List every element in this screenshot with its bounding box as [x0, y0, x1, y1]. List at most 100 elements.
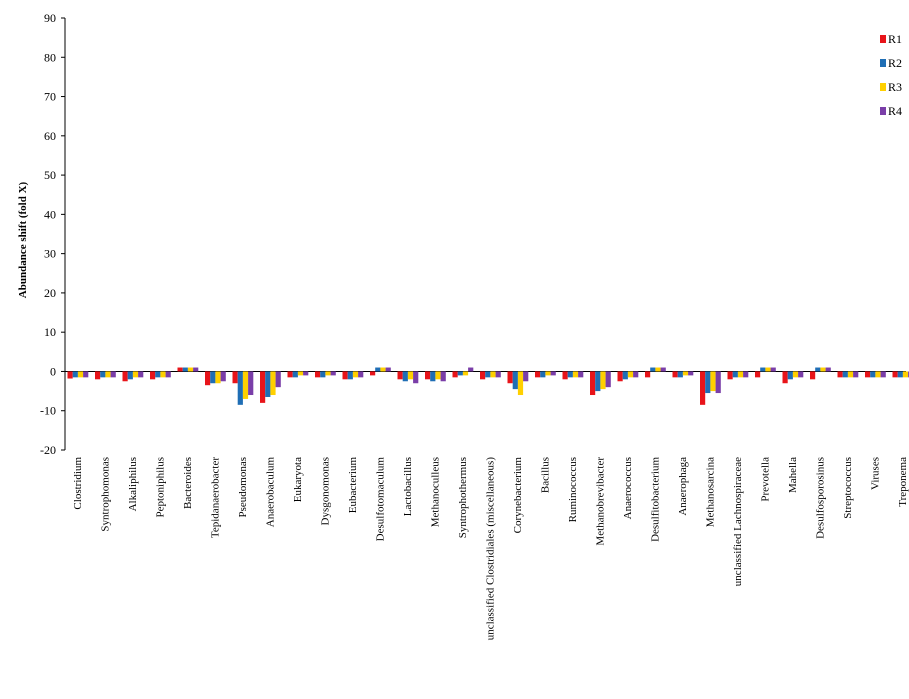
bar [705, 371, 711, 394]
bar [727, 371, 733, 380]
category-label: Methanoculleus [429, 457, 441, 527]
bar [187, 367, 194, 372]
bar [655, 367, 661, 372]
bar [810, 371, 816, 380]
category-label: Bacteroides [182, 457, 194, 509]
axes [64, 18, 906, 450]
bar [193, 367, 199, 372]
bar [870, 371, 876, 378]
bar [517, 371, 524, 396]
bar [842, 371, 848, 378]
legend-swatch [880, 83, 886, 91]
bar [160, 371, 166, 378]
bar [155, 371, 161, 378]
category-label: Anaerophaga [677, 457, 689, 516]
bar [770, 367, 776, 372]
bar [485, 371, 491, 378]
bar [287, 371, 293, 378]
bar [100, 371, 106, 378]
bar [590, 371, 596, 396]
y-ticks: -20 -10 0 10 20 30 40 50 60 70 80 90 [40, 11, 65, 457]
legend-label: R4 [888, 104, 902, 118]
bar [430, 371, 436, 382]
bar [660, 367, 666, 372]
bar [688, 371, 694, 376]
bar [260, 371, 266, 403]
bar [182, 367, 188, 372]
bar [540, 371, 546, 378]
legend-swatch [880, 59, 886, 67]
bar [682, 371, 689, 376]
category-label: unclassified Lachnospiraceae [732, 457, 744, 586]
category-labels: Clostridium Syntrophomonas Alkaliphilus Pep… [72, 457, 909, 641]
bar [523, 371, 529, 382]
bar [880, 371, 886, 378]
bar [572, 371, 579, 378]
bar [792, 371, 799, 378]
category-label: Eubacterium [347, 457, 359, 514]
bar [700, 371, 706, 405]
bar [743, 371, 749, 378]
bar [248, 371, 254, 396]
bar [787, 371, 793, 380]
bar [105, 371, 111, 378]
bar [440, 371, 446, 382]
bar [210, 371, 216, 384]
bar [292, 371, 298, 378]
bar [237, 371, 243, 405]
bar [507, 371, 513, 384]
bar [352, 371, 359, 378]
bar [303, 371, 309, 376]
bar [545, 371, 551, 376]
category-label: Anaerobaculum [264, 457, 276, 528]
y-tick-label: 60 [44, 129, 56, 143]
bar [425, 371, 431, 380]
bar [605, 371, 611, 388]
category-label: Syntrophothermus [457, 457, 469, 538]
bar [622, 371, 628, 380]
y-axis-label: Abundance shift (fold X) [17, 181, 29, 298]
bar [270, 371, 276, 396]
bar [737, 371, 744, 378]
category-label: Lactobacillus [402, 457, 414, 516]
category-label: Bacillus [539, 457, 551, 493]
bar [370, 371, 376, 376]
bar [578, 371, 584, 378]
bar [865, 371, 871, 378]
y-tick-label: -10 [40, 404, 56, 418]
bar [715, 371, 721, 394]
bar [242, 371, 249, 399]
bar [402, 371, 408, 382]
category-label: Clostridium [72, 457, 84, 510]
bar [122, 371, 128, 382]
bar [535, 371, 541, 378]
bar [550, 371, 556, 376]
bar [755, 371, 761, 378]
category-label: Methanosarcina [704, 457, 716, 527]
bar [782, 371, 788, 384]
bar [220, 371, 226, 382]
bar [732, 371, 738, 378]
legend: R1 R2 R3 R4 [880, 32, 902, 118]
category-label: Prevotella [759, 457, 771, 502]
category-label: unclassified Clostridiales (miscellaneou… [484, 457, 496, 641]
category-label: Pseudomonas [237, 457, 249, 518]
bar [320, 371, 326, 378]
bar [562, 371, 568, 380]
bar [452, 371, 458, 378]
bar [892, 371, 898, 378]
category-label: Ruminococcus [567, 457, 579, 522]
bar [127, 371, 133, 380]
bar [672, 371, 678, 378]
bar [375, 367, 381, 372]
bar [385, 367, 391, 372]
bar [77, 371, 84, 378]
y-tick-label: 90 [44, 11, 56, 25]
bar [645, 371, 651, 378]
bar [490, 371, 496, 378]
category-label: Treponema [897, 457, 909, 507]
bar [265, 371, 271, 397]
bar [72, 371, 78, 378]
bar [480, 371, 486, 380]
